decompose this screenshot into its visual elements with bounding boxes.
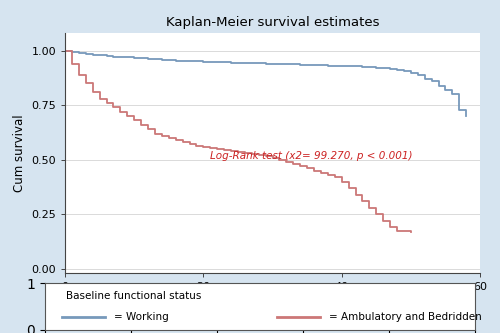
Text: = Working: = Working: [114, 312, 168, 322]
X-axis label: Time of follow up in months: Time of follow up in months: [190, 298, 354, 311]
Text: = Ambulatory and Bedridden: = Ambulatory and Bedridden: [329, 312, 482, 322]
Text: Log-Rank test (x2= 99.270, p < 0.001): Log-Rank test (x2= 99.270, p < 0.001): [210, 151, 413, 161]
Y-axis label: Cum survival: Cum survival: [12, 114, 26, 192]
Text: Baseline functional status: Baseline functional status: [66, 291, 202, 301]
Title: Kaplan-Meier survival estimates: Kaplan-Meier survival estimates: [166, 16, 380, 29]
